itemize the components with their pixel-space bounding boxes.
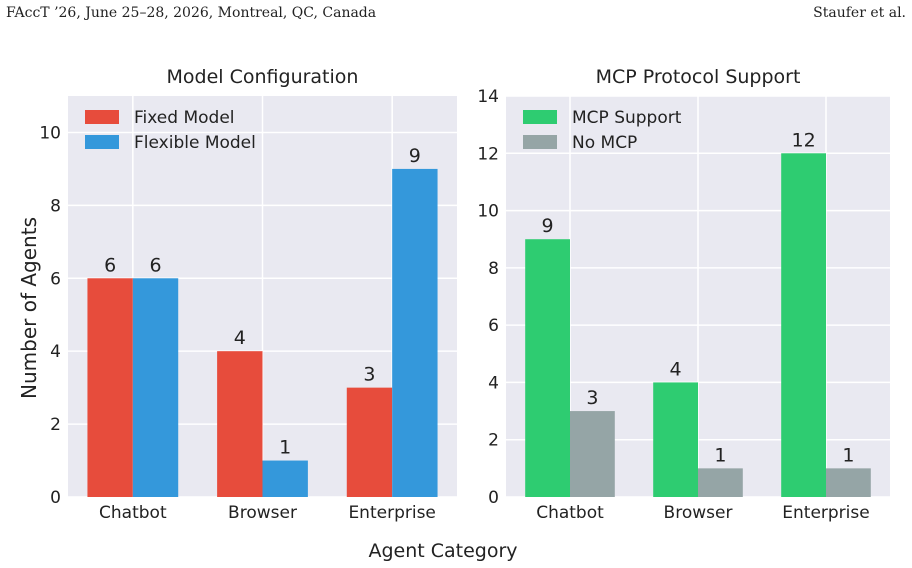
bar	[346, 387, 393, 497]
running-header-venue: FAccT ’26, June 25–28, 2026, Montreal, Q…	[6, 5, 377, 21]
y-tick-label: 0	[488, 488, 499, 508]
legend-swatch	[523, 135, 557, 149]
bar-value-label: 9	[542, 215, 554, 237]
y-tick-label: 14	[477, 87, 499, 107]
y-tick-label: 0	[50, 488, 61, 508]
legend-label: Flexible Model	[134, 133, 256, 153]
x-tick-label: Enterprise	[348, 503, 435, 523]
bar	[653, 382, 698, 497]
legend-label: MCP Support	[572, 108, 682, 128]
bar-value-label: 9	[409, 145, 421, 167]
running-header-authors: Staufer et al.	[813, 5, 906, 21]
y-tick-label: 10	[477, 202, 499, 222]
bar-value-label: 6	[149, 254, 161, 276]
legend-swatch	[85, 110, 119, 124]
bar	[570, 411, 615, 497]
bar-value-label: 4	[234, 327, 246, 349]
bar	[781, 153, 826, 498]
y-tick-label: 6	[488, 316, 499, 336]
y-tick-label: 6	[50, 269, 61, 289]
x-tick-label: Chatbot	[536, 503, 604, 523]
bar	[826, 468, 871, 497]
y-tick-label: 8	[488, 259, 499, 279]
chart-title: MCP Protocol Support	[596, 66, 801, 88]
x-axis-label: Agent Category	[368, 540, 517, 562]
y-tick-label: 4	[488, 373, 499, 393]
bar	[525, 239, 570, 497]
legend-label: No MCP	[572, 133, 637, 153]
chart-title: Model Configuration	[167, 66, 359, 88]
bar-value-label: 12	[792, 129, 816, 151]
bar-value-label: 1	[714, 444, 726, 466]
y-tick-label: 2	[488, 431, 499, 451]
bar-value-label: 6	[104, 254, 116, 276]
bar	[392, 168, 438, 497]
bar-value-label: 1	[842, 444, 854, 466]
bar-value-label: 3	[586, 387, 598, 409]
x-tick-label: Browser	[664, 503, 733, 523]
bar	[262, 460, 308, 497]
chart-model-configuration: 6 4 3 6 1 9 0 2 4 6 8 10 Chatbot Browser Enterprise Mod…	[39, 66, 457, 523]
bar	[698, 468, 743, 497]
y-tick-label: 2	[50, 415, 61, 435]
bar-value-label: 4	[670, 358, 682, 380]
y-tick-label: 10	[39, 123, 61, 143]
legend-swatch	[85, 135, 119, 149]
y-axis-label: Number of Agents	[17, 217, 41, 399]
legend-swatch	[523, 110, 557, 124]
bar	[132, 278, 179, 497]
bar-value-label: 1	[279, 437, 291, 459]
y-tick-label: 8	[50, 196, 61, 216]
bar-value-label: 3	[363, 364, 375, 386]
bar	[217, 351, 263, 497]
legend-label: Fixed Model	[134, 108, 235, 128]
bar	[87, 278, 133, 497]
x-tick-label: Chatbot	[99, 503, 167, 523]
x-tick-label: Enterprise	[782, 503, 869, 523]
y-tick-label: 12	[477, 144, 499, 164]
x-tick-label: Browser	[228, 503, 297, 523]
y-tick-label: 4	[50, 342, 61, 362]
